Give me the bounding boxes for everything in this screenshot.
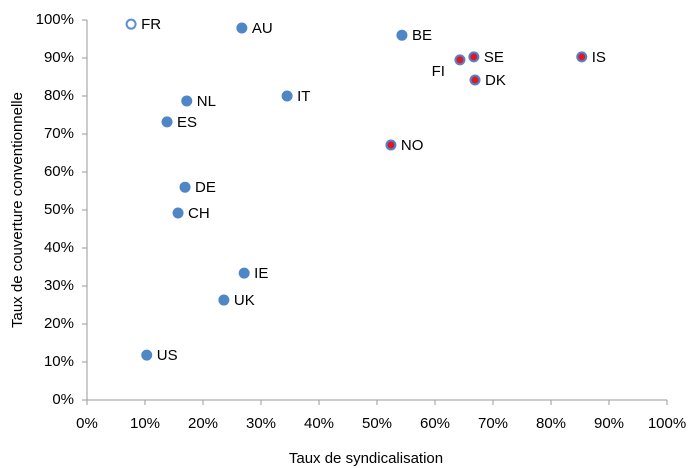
point [396,29,408,41]
y-tick-label: 20% [44,315,74,332]
y-tick-label: 10% [44,353,74,370]
point-label: US [157,347,178,364]
x-tick-label: 80% [536,415,566,432]
point-label: DK [485,72,506,89]
y-tick-label: 40% [44,239,74,256]
x-tick-label: 30% [246,415,276,432]
point-label: IS [592,49,606,66]
point-label: FR [141,16,161,33]
x-tick-label: 60% [420,415,450,432]
y-tick-label: 80% [44,87,74,104]
point [181,95,193,107]
y-tick-label: 100% [36,11,74,28]
x-axis-label: Taux de syndicalisation [289,450,443,467]
x-tick-label: 10% [130,415,160,432]
point-label: ES [177,114,197,131]
x-tick-label: 70% [478,415,508,432]
point [161,116,173,128]
point [179,181,191,193]
y-tick-label: 60% [44,163,74,180]
point-label: BE [412,27,432,44]
point-label: AU [252,20,273,37]
point [125,18,137,30]
point [281,90,293,102]
x-tick-label: 0% [76,415,98,432]
y-tick-label: 50% [44,201,74,218]
y-tick-label: 70% [44,125,74,142]
x-tick-label: 40% [304,415,334,432]
point [236,22,248,34]
point [469,74,481,86]
y-tick-label: 90% [44,49,74,66]
point-label: FI [432,63,445,80]
point-label: UK [234,292,255,309]
point [238,267,250,279]
point [141,349,153,361]
y-tick-label: 30% [44,277,74,294]
x-tick-label: 20% [188,415,218,432]
point [385,139,397,151]
point-label: IT [297,88,310,105]
y-axis-label: Taux de couverture conventionnelle [9,92,26,328]
point [576,51,588,63]
point [454,54,466,66]
point [172,207,184,219]
y-tick-label: 0% [52,391,74,408]
point-label: IE [254,265,268,282]
point-label: NL [197,93,216,110]
point-label: NO [401,137,424,154]
x-tick-label: 90% [594,415,624,432]
point-label: SE [484,49,504,66]
point [218,294,230,306]
x-tick-label: 100% [648,415,686,432]
point [468,51,480,63]
x-tick-label: 50% [362,415,392,432]
point-label: DE [195,179,216,196]
point-label: CH [188,205,210,222]
